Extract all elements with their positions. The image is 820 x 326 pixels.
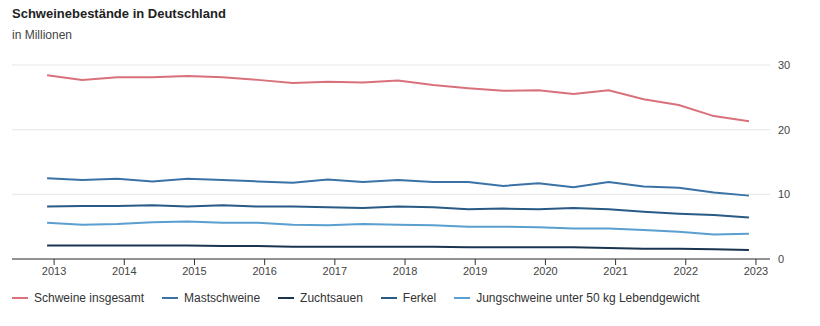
svg-text:10: 10 (778, 188, 790, 200)
svg-text:2017: 2017 (323, 265, 347, 275)
html-text:Schweinebestände in Deutschlan: Schweinebestände in Deutschland (12, 6, 226, 21)
html-text:in Millionen: in Millionen (12, 28, 72, 42)
svg-text:20: 20 (778, 124, 790, 136)
html-text:Mastschweine: Mastschweine (184, 291, 261, 305)
svg-text:30: 30 (778, 59, 790, 71)
html-text:Schweine insgesamt: Schweine insgesamt (34, 291, 145, 305)
html-text:Zuchtsauen: Zuchtsauen (300, 291, 363, 305)
svg-text:2021: 2021 (603, 265, 627, 275)
svg-text:2020: 2020 (533, 265, 557, 275)
svg-text:2016: 2016 (252, 265, 276, 275)
svg-text:0: 0 (778, 253, 784, 265)
svg-text:2014: 2014 (112, 265, 136, 275)
svg-text:2013: 2013 (42, 265, 66, 275)
svg-text:2022: 2022 (674, 265, 698, 275)
svg-text:2023: 2023 (744, 265, 768, 275)
svg-text:2019: 2019 (463, 265, 487, 275)
svg-text:2015: 2015 (182, 265, 206, 275)
svg-text:2018: 2018 (393, 265, 417, 275)
html-text:Jungschweine unter 50 kg Leben: Jungschweine unter 50 kg Lebendgewicht (476, 291, 700, 305)
html-text:Ferkel: Ferkel (402, 291, 437, 305)
